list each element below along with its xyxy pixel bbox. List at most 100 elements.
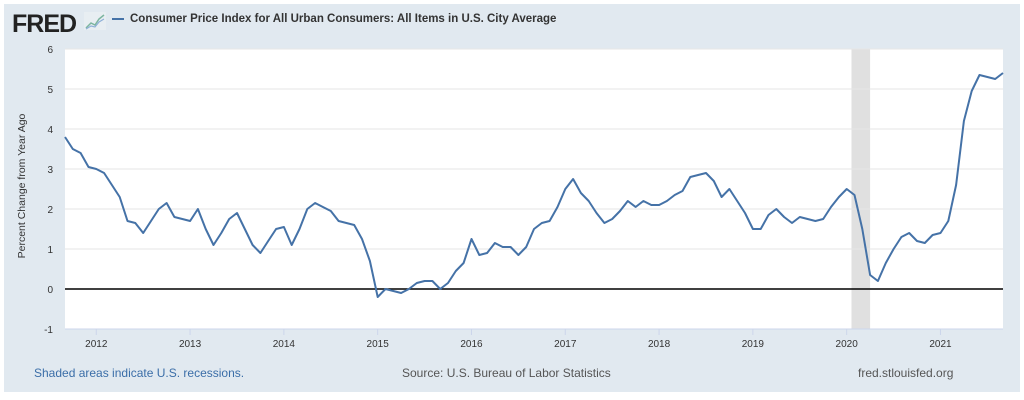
data-point bbox=[876, 279, 880, 283]
data-point bbox=[813, 219, 817, 223]
y-tick-label: 5 bbox=[47, 85, 53, 96]
data-point bbox=[227, 217, 231, 221]
data-point bbox=[649, 203, 653, 207]
data-point bbox=[931, 233, 935, 237]
x-tick-label: 2014 bbox=[273, 339, 296, 350]
data-point bbox=[782, 215, 786, 219]
data-point bbox=[665, 199, 669, 203]
data-point bbox=[602, 221, 606, 225]
data-point bbox=[555, 205, 559, 209]
legend-swatch bbox=[112, 18, 124, 20]
data-point bbox=[501, 245, 505, 249]
data-point bbox=[149, 219, 153, 223]
data-point bbox=[469, 237, 473, 241]
data-point bbox=[884, 261, 888, 265]
data-point bbox=[587, 199, 591, 203]
legend-item[interactable]: Consumer Price Index for All Urban Consu… bbox=[112, 13, 556, 25]
x-tick-label: 2018 bbox=[648, 339, 671, 350]
recessions-link[interactable]: Shaded areas indicate U.S. recessions. bbox=[34, 366, 245, 380]
data-point bbox=[329, 209, 333, 213]
data-point bbox=[720, 195, 724, 199]
data-point bbox=[837, 195, 841, 199]
data-point bbox=[454, 269, 458, 273]
data-point bbox=[978, 73, 982, 77]
data-point bbox=[743, 211, 747, 215]
data-point bbox=[399, 291, 403, 295]
fred-logo[interactable]: FRED bbox=[12, 10, 77, 38]
data-point bbox=[626, 199, 630, 203]
data-point bbox=[196, 207, 200, 211]
data-point bbox=[126, 219, 130, 223]
data-point bbox=[938, 231, 942, 235]
data-point bbox=[563, 187, 567, 191]
data-point bbox=[751, 227, 755, 231]
data-point bbox=[540, 221, 544, 225]
data-point bbox=[845, 187, 849, 191]
data-point bbox=[946, 219, 950, 223]
data-point bbox=[727, 187, 731, 191]
data-point bbox=[352, 223, 356, 227]
data-point bbox=[407, 287, 411, 291]
data-point bbox=[532, 227, 536, 231]
data-point bbox=[829, 205, 833, 209]
data-point bbox=[423, 279, 427, 283]
data-point bbox=[641, 199, 645, 203]
data-point bbox=[165, 201, 169, 205]
data-point bbox=[63, 135, 67, 139]
data-point bbox=[860, 227, 864, 231]
data-point bbox=[212, 243, 216, 247]
data-point bbox=[282, 225, 286, 229]
data-point bbox=[446, 281, 450, 285]
y-tick-label: 4 bbox=[47, 125, 53, 136]
data-point bbox=[79, 151, 83, 155]
data-point bbox=[806, 217, 810, 221]
data-point bbox=[305, 207, 309, 211]
data-point bbox=[579, 191, 583, 195]
data-point bbox=[524, 245, 528, 249]
data-point bbox=[141, 231, 145, 235]
data-point bbox=[430, 279, 434, 283]
x-tick-label: 2020 bbox=[836, 339, 859, 350]
data-point bbox=[462, 261, 466, 265]
data-point bbox=[298, 227, 302, 231]
data-point bbox=[86, 165, 90, 169]
data-point bbox=[180, 217, 184, 221]
data-point bbox=[493, 241, 497, 245]
data-point bbox=[657, 203, 661, 207]
data-point bbox=[509, 245, 513, 249]
data-point bbox=[954, 183, 958, 187]
chart-logo-icon bbox=[84, 12, 106, 30]
data-point bbox=[172, 215, 176, 219]
data-point bbox=[868, 273, 872, 277]
data-point bbox=[798, 215, 802, 219]
data-point bbox=[415, 281, 419, 285]
data-point bbox=[1001, 71, 1005, 75]
data-point bbox=[759, 227, 763, 231]
data-point bbox=[548, 219, 552, 223]
data-point bbox=[712, 179, 716, 183]
data-point bbox=[485, 251, 489, 255]
data-point bbox=[821, 217, 825, 221]
data-point bbox=[188, 219, 192, 223]
data-point bbox=[118, 195, 122, 199]
y-tick-label: 1 bbox=[47, 245, 53, 256]
y-tick-label: 2 bbox=[47, 205, 53, 216]
data-point bbox=[71, 147, 75, 151]
data-point bbox=[258, 251, 262, 255]
data-point bbox=[899, 235, 903, 239]
data-point bbox=[235, 211, 239, 215]
x-tick-label: 2015 bbox=[367, 339, 390, 350]
data-point bbox=[266, 239, 270, 243]
site-link[interactable]: fred.stlouisfed.org bbox=[858, 366, 954, 380]
x-tick-label: 2017 bbox=[554, 339, 577, 350]
data-point bbox=[774, 207, 778, 211]
data-point bbox=[571, 177, 575, 181]
data-point bbox=[376, 295, 380, 299]
data-point bbox=[681, 189, 685, 193]
data-point bbox=[892, 247, 896, 251]
data-point bbox=[516, 253, 520, 257]
y-tick-label: 6 bbox=[47, 45, 53, 56]
data-point bbox=[321, 205, 325, 209]
data-point bbox=[391, 289, 395, 293]
y-tick-label: -1 bbox=[44, 325, 53, 336]
